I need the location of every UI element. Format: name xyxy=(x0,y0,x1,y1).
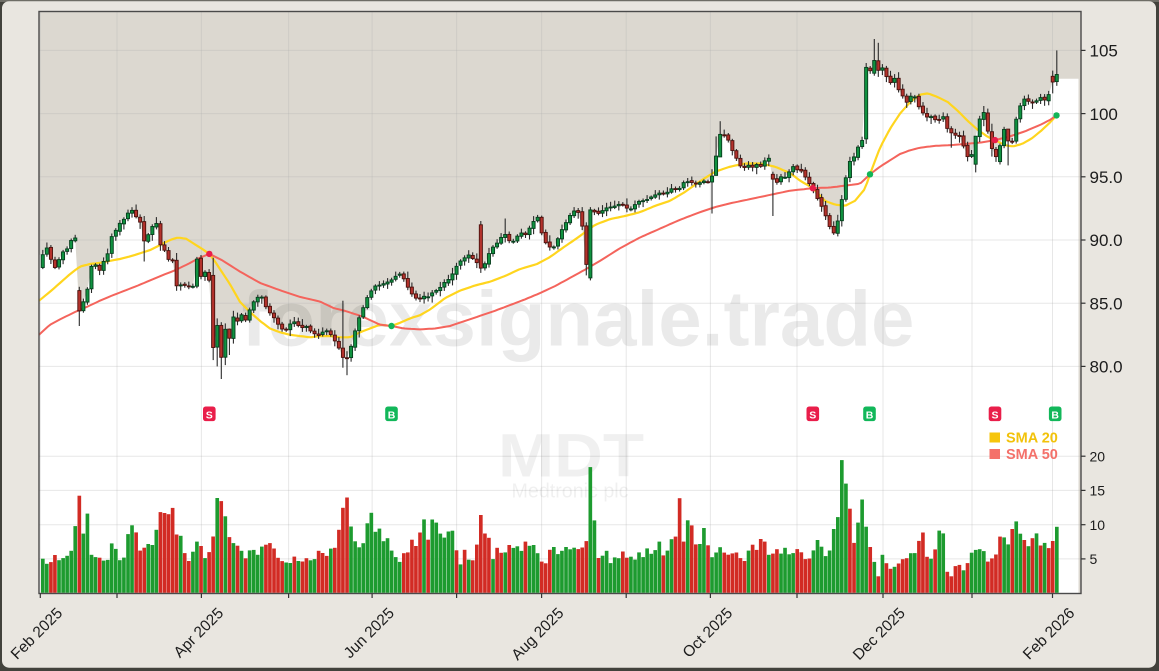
svg-text:SMA 20: SMA 20 xyxy=(1006,431,1058,447)
svg-text:B: B xyxy=(866,409,874,421)
svg-text:MDT: MDT xyxy=(498,422,644,490)
svg-text:Medtronic plc: Medtronic plc xyxy=(512,481,629,503)
svg-text:15: 15 xyxy=(1090,483,1106,499)
svg-text:S: S xyxy=(991,409,998,421)
svg-text:90.0: 90.0 xyxy=(1090,231,1123,250)
svg-text:20: 20 xyxy=(1090,448,1106,464)
svg-text:B: B xyxy=(388,409,396,421)
svg-text:SMA 50: SMA 50 xyxy=(1006,447,1058,463)
svg-text:100: 100 xyxy=(1090,105,1118,124)
svg-text:B: B xyxy=(1051,409,1059,421)
svg-text:105: 105 xyxy=(1090,42,1118,61)
svg-text:S: S xyxy=(206,409,213,421)
svg-text:forexsignale.trade: forexsignale.trade xyxy=(242,275,915,363)
svg-text:5: 5 xyxy=(1090,551,1098,567)
svg-text:80.0: 80.0 xyxy=(1090,358,1123,377)
svg-text:85.0: 85.0 xyxy=(1090,294,1123,313)
svg-text:95.0: 95.0 xyxy=(1090,168,1123,187)
svg-text:10: 10 xyxy=(1090,517,1106,533)
svg-text:S: S xyxy=(809,409,816,421)
